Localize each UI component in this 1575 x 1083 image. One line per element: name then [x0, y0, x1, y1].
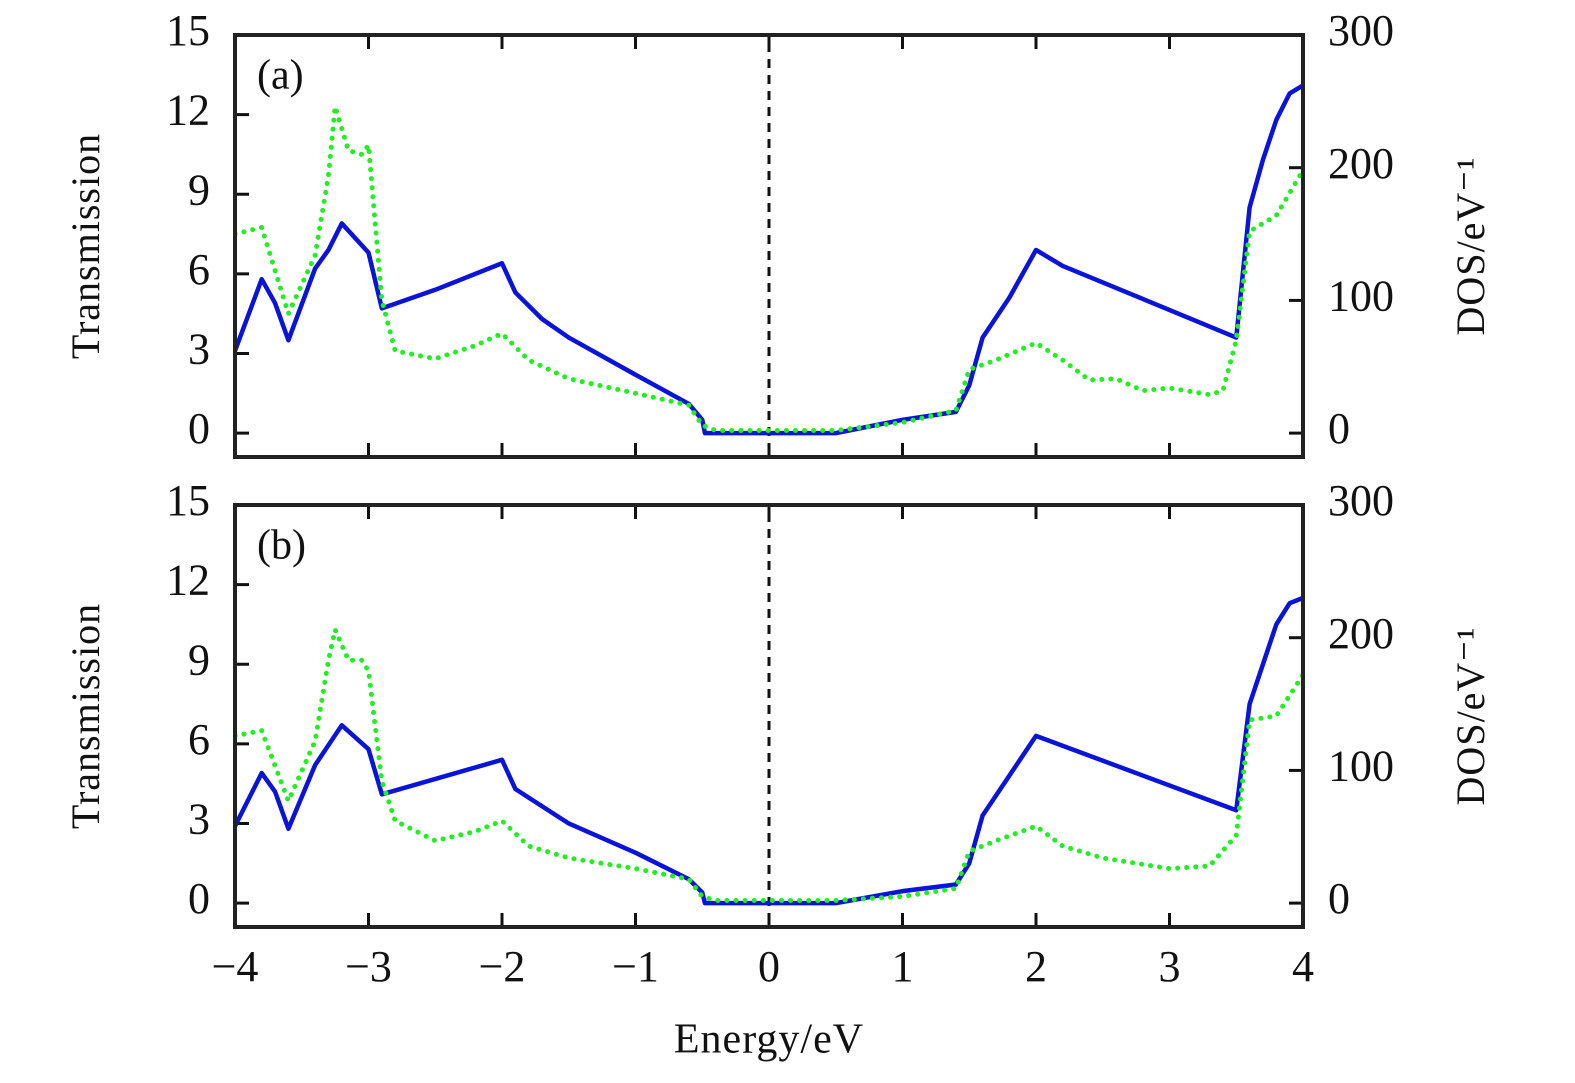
- y2-tick-label: 200: [1328, 139, 1394, 188]
- x-tick-label: −4: [212, 942, 259, 991]
- y-tick-label: 15: [166, 6, 210, 55]
- y-tick-label: 0: [188, 874, 210, 923]
- x-tick-label: −2: [479, 942, 526, 991]
- y-tick-label: 3: [188, 325, 210, 374]
- y2-tick-label: 200: [1328, 609, 1394, 658]
- y2-axis-label: DOS/eV⁻¹: [1448, 627, 1493, 806]
- x-tick-label: 4: [1292, 942, 1314, 991]
- y-tick-label: 6: [188, 245, 210, 294]
- x-tick-label: 1: [892, 942, 914, 991]
- x-tick-label: −3: [345, 942, 392, 991]
- y-axis-label: Transmission: [63, 133, 108, 359]
- x-tick-label: 0: [758, 942, 780, 991]
- y-tick-label: 3: [188, 795, 210, 844]
- y-axis-label: Transmission: [63, 603, 108, 829]
- y2-tick-label: 100: [1328, 742, 1394, 791]
- x-tick-label: −1: [612, 942, 659, 991]
- y2-tick-label: 300: [1328, 476, 1394, 525]
- y-tick-label: 6: [188, 715, 210, 764]
- transmission-line: [235, 595, 1303, 906]
- y-tick-label: 15: [166, 476, 210, 525]
- panel-label: (b): [257, 523, 306, 569]
- plot-frame: [233, 33, 1305, 459]
- plot-frame: [233, 503, 1305, 929]
- x-axis-label: Energy/eV: [674, 1017, 864, 1063]
- y2-tick-label: 100: [1328, 272, 1394, 321]
- panel-label: (a): [257, 53, 304, 99]
- dos-line: [235, 627, 1303, 903]
- y-tick-label: 0: [188, 404, 210, 453]
- y-tick-label: 12: [166, 86, 210, 135]
- y2-tick-label: 0: [1328, 874, 1350, 923]
- y-tick-label: 12: [166, 556, 210, 605]
- x-tick-label: 3: [1159, 942, 1181, 991]
- y-tick-label: 9: [188, 165, 210, 214]
- dos-line: [235, 104, 1303, 433]
- y2-tick-label: 300: [1328, 6, 1394, 55]
- y2-axis-label: DOS/eV⁻¹: [1448, 157, 1493, 336]
- x-tick-label: 2: [1025, 942, 1047, 991]
- y2-tick-label: 0: [1328, 404, 1350, 453]
- y-tick-label: 9: [188, 635, 210, 684]
